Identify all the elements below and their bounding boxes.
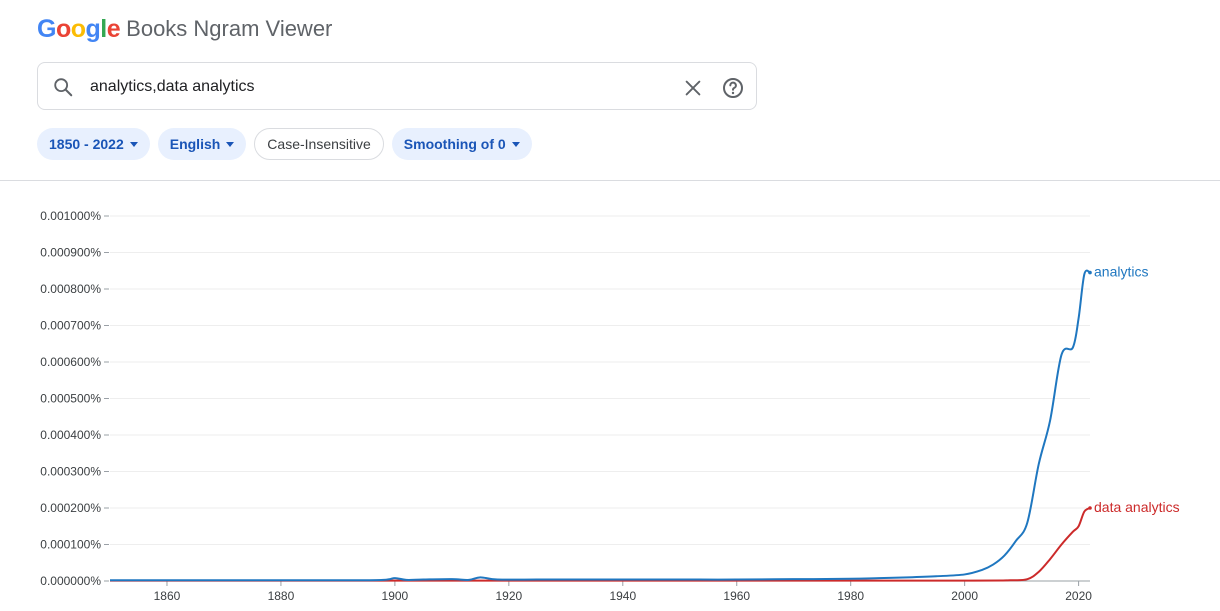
smoothing-label: Smoothing of 0 <box>403 136 506 152</box>
x-tick-label: 1940 <box>609 589 636 603</box>
y-tick-label: 0.001000% <box>40 209 101 223</box>
filter-bar: 1850 - 2022 English Case-Insensitive Smo… <box>37 128 532 160</box>
y-tick-label: 0.000000% <box>40 574 101 588</box>
year-range-dropdown[interactable]: 1850 - 2022 <box>37 128 150 160</box>
search-box <box>37 62 757 110</box>
y-tick-label: 0.000700% <box>40 319 101 333</box>
series-end-point-data-analytics <box>1088 506 1092 510</box>
series-line-data-analytics[interactable] <box>110 507 1091 582</box>
caret-down-icon <box>511 141 520 147</box>
case-label: Case-Insensitive <box>267 136 371 152</box>
x-tick-label: 2000 <box>951 589 978 603</box>
x-tick-label: 1880 <box>268 589 295 603</box>
case-toggle[interactable]: Case-Insensitive <box>254 128 384 160</box>
caret-down-icon <box>129 141 138 147</box>
google-logo: Google <box>37 14 121 43</box>
app-logo[interactable]: Google Books Ngram Viewer <box>37 14 332 44</box>
y-tick-label: 0.000500% <box>40 392 101 406</box>
series-label-analytics[interactable]: analytics <box>1094 264 1148 280</box>
search-icon <box>54 78 73 97</box>
header-divider <box>0 180 1220 181</box>
y-tick-label: 0.000400% <box>40 428 101 442</box>
x-tick-label: 1900 <box>382 589 409 603</box>
y-tick-label: 0.000900% <box>40 246 101 260</box>
x-tick-label: 2020 <box>1065 589 1092 603</box>
series-label-data-analytics[interactable]: data analytics <box>1094 499 1180 515</box>
x-tick-label: 1920 <box>495 589 522 603</box>
series-end-point-analytics <box>1088 270 1092 275</box>
x-tick-label: 1860 <box>154 589 181 603</box>
search-input[interactable] <box>90 74 650 100</box>
y-tick-label: 0.000100% <box>40 538 101 552</box>
close-icon[interactable] <box>682 77 704 99</box>
x-tick-label: 1980 <box>837 589 864 603</box>
series-line-analytics[interactable] <box>110 269 1091 582</box>
corpus-dropdown[interactable]: English <box>157 128 247 160</box>
y-tick-label: 0.000300% <box>40 465 101 479</box>
help-circle-icon[interactable] <box>721 76 745 100</box>
ngram-chart: 0.000000% 0.000100% 0.000200% 0.000300% 0.00… <box>40 209 1180 603</box>
caret-down-icon <box>226 141 235 147</box>
smoothing-dropdown[interactable]: Smoothing of 0 <box>391 128 532 160</box>
corpus-label: English <box>169 136 221 152</box>
x-tick-label: 1960 <box>723 589 750 603</box>
y-tick-label: 0.000800% <box>40 282 101 296</box>
product-title: Books Ngram Viewer <box>126 16 333 41</box>
year-range-label: 1850 - 2022 <box>49 136 124 152</box>
y-tick-label: 0.000600% <box>40 355 101 369</box>
y-tick-label: 0.000200% <box>40 501 101 515</box>
